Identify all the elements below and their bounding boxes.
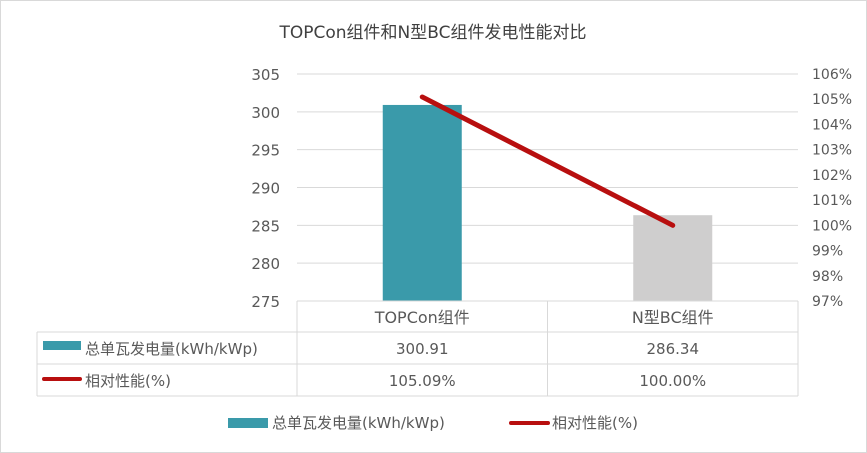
right-tick-label: 100% [812, 218, 852, 234]
table-series-name: 相对性能(%) [85, 372, 171, 390]
left-tick-label: 290 [251, 180, 280, 198]
right-tick-label: 99% [812, 244, 843, 260]
left-axis-ticks: 275 280 285 290 295 300 305 [251, 66, 280, 311]
table-cell: 100.00% [639, 372, 706, 390]
bar-series [382, 104, 713, 302]
table-cell: 300.91 [396, 340, 449, 358]
table-series-name: 总单瓦发电量(kWh/kWp) [85, 340, 258, 358]
right-tick-label: 97% [812, 294, 843, 310]
right-tick-label: 105% [812, 92, 852, 108]
legend-bar-label: 总单瓦发电量(kWh/kWp) [272, 414, 445, 432]
category-label: N型BC组件 [632, 308, 714, 327]
right-tick-label: 106% [812, 67, 852, 83]
left-tick-label: 300 [251, 104, 280, 122]
bar-1 [382, 104, 462, 302]
right-tick-label: 103% [812, 143, 852, 159]
legend-line-label: 相对性能(%) [552, 414, 638, 432]
left-tick-label: 275 [251, 293, 280, 311]
right-tick-label: 101% [812, 193, 852, 209]
table-bar-swatch [43, 341, 81, 350]
left-tick-label: 305 [251, 66, 280, 84]
legend-bar-swatch [228, 418, 268, 428]
right-tick-label: 104% [812, 117, 852, 133]
category-label: TOPCon组件 [374, 308, 470, 327]
chart-title: TOPCon组件和N型BC组件发电性能对比 [278, 23, 586, 43]
table-cell: 286.34 [647, 340, 700, 358]
right-tick-label: 98% [812, 269, 843, 285]
bar-2 [633, 215, 713, 301]
right-tick-label: 102% [812, 168, 852, 184]
left-tick-label: 280 [251, 255, 280, 273]
right-axis-ticks: 97% 98% 99% 100% 101% 102% 103% 104% 105% 106% [812, 67, 852, 310]
left-tick-label: 285 [251, 217, 280, 235]
relative-performance-line [419, 94, 676, 228]
line-series [419, 94, 676, 228]
left-tick-label: 295 [251, 142, 280, 160]
gridlines [297, 73, 798, 264]
table-cell: 105.09% [389, 372, 456, 390]
legend: 总单瓦发电量(kWh/kWp) 相对性能(%) [228, 414, 638, 432]
